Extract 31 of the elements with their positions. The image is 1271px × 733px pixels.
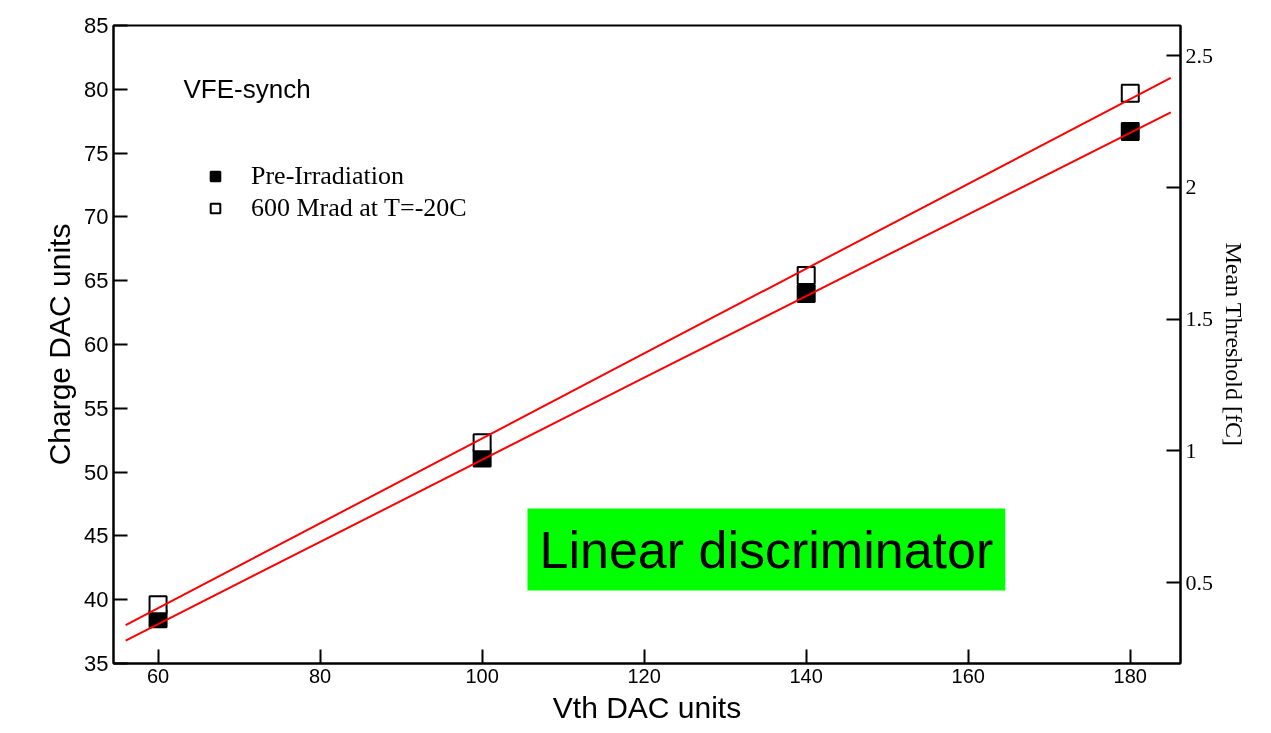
y2-tick-label: 0.5 [1185, 569, 1213, 595]
x-tick-label: 180 [1113, 664, 1147, 687]
annotation: VFE-synch [183, 73, 311, 104]
y-tick-label: 55 [84, 395, 109, 421]
y2-tick-label: 1 [1185, 437, 1197, 463]
annotation: Linear discriminator [539, 520, 994, 579]
y2-tick-label: 2 [1185, 174, 1197, 200]
x-tick-label: 100 [465, 664, 499, 687]
y-tick-label: 50 [84, 459, 109, 485]
x-tick-label: 160 [951, 664, 985, 687]
y2-tick-label: 2.5 [1185, 42, 1213, 68]
x-tick-label: 140 [789, 664, 823, 687]
y-tick-label: 40 [84, 587, 109, 613]
y-tick-label: 75 [84, 140, 109, 166]
y-tick-label: 45 [84, 523, 109, 549]
y2-axis-title: Mean Threshold [fC] [1221, 242, 1247, 447]
y-axis-title: Charge DAC units [43, 223, 77, 466]
y-tick-label: 85 [84, 13, 109, 38]
y-tick-label: 65 [84, 268, 109, 294]
legend-label: Pre-Irradiation [251, 161, 405, 191]
y-tick-label: 60 [84, 332, 109, 357]
y-tick-label: 80 [84, 76, 109, 102]
x-tick-label: 60 [146, 664, 170, 687]
y-tick-label: 70 [84, 204, 109, 230]
x-axis-title: Vth DAC units [552, 690, 742, 724]
x-tick-label: 80 [308, 664, 332, 687]
y-tick-label: 35 [84, 651, 109, 676]
x-tick-label: 120 [627, 664, 661, 687]
y2-tick-label: 1.5 [1185, 306, 1213, 332]
legend-label: 600 Mrad at T=-20C [251, 193, 467, 223]
point [796, 266, 816, 286]
